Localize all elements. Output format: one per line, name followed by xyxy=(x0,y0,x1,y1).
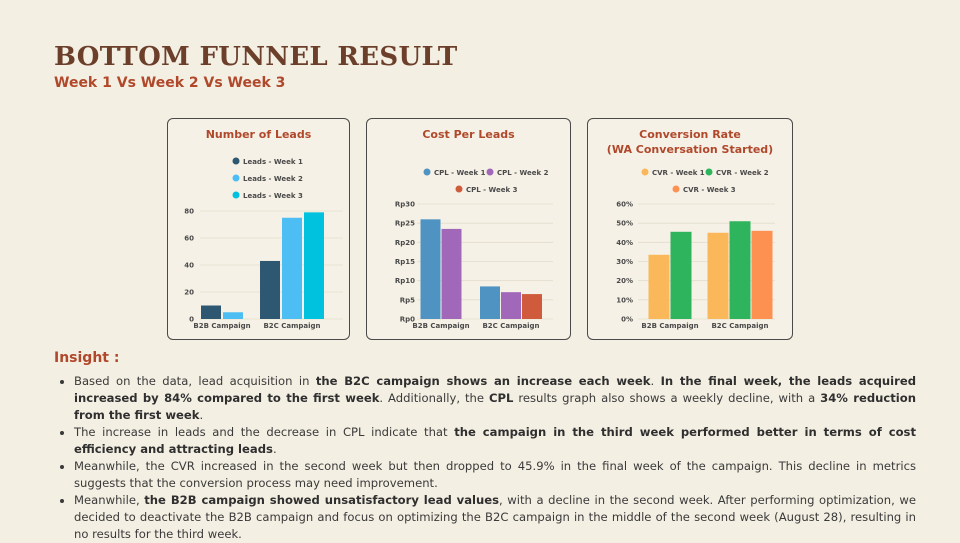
y-tick-label: Rp15 xyxy=(395,258,415,266)
legend-marker xyxy=(705,168,713,176)
bar xyxy=(670,231,692,319)
x-tick-label: B2B Campaign xyxy=(193,322,250,330)
x-tick-label: B2C Campaign xyxy=(711,322,768,330)
y-tick-label: Rp0 xyxy=(400,316,415,324)
legend-label: CVR - Week 3 xyxy=(683,186,736,194)
insight-text: The increase in leads and the decrease i… xyxy=(74,425,455,439)
insight-bold-text: the B2B campaign showed unsatisfactory l… xyxy=(144,493,500,507)
insight-text: . xyxy=(272,442,277,456)
bar xyxy=(648,254,670,319)
x-tick-label: B2C Campaign xyxy=(482,322,539,330)
insight-bold-text: 34% reduction from the first week xyxy=(74,391,916,422)
cvr-chart-card: Conversion Rate (WA Conversation Started)… xyxy=(587,118,793,340)
insight-text: . xyxy=(650,374,661,388)
y-tick-label: 40 xyxy=(184,262,194,270)
insight-text: Meanwhile, xyxy=(74,493,145,507)
leads-chart-card: Number of Leads Leads - Week 1 Leads - Wee… xyxy=(167,118,350,340)
chart-title: Conversion Rate xyxy=(639,128,741,141)
legend-marker xyxy=(641,168,649,176)
chart-title: Cost Per Leads xyxy=(422,128,515,141)
bar xyxy=(501,292,521,319)
y-tick-label: Rp5 xyxy=(400,296,415,304)
insight-heading: Insight : xyxy=(54,350,120,366)
cpl-chart-card: Cost Per Leads CPL - Week 1 CPL - Week 2 CP… xyxy=(366,118,571,340)
legend-label: Leads - Week 1 xyxy=(243,158,303,166)
bar xyxy=(201,305,221,319)
bar xyxy=(522,294,542,319)
insight-bullet: Meanwhile, the B2B campaign showed unsat… xyxy=(60,492,916,543)
insight-bullet: Based on the data, lead acquisition in t… xyxy=(60,373,917,424)
legend-label: CPL - Week 1 xyxy=(434,169,486,177)
bar xyxy=(480,286,500,319)
legend-label: CPL - Week 3 xyxy=(466,186,518,194)
cvr-chart: Conversion Rate (WA Conversation Started)… xyxy=(607,128,775,330)
insight-text: Based on the data, lead acquisition in xyxy=(74,374,316,388)
y-tick-label: 60% xyxy=(616,201,633,209)
chart-subtitle: (WA Conversation Started) xyxy=(607,143,773,156)
legend-marker xyxy=(423,168,431,176)
y-tick-label: 20% xyxy=(616,277,633,285)
insight-bold-text: the campaign in the third week performed… xyxy=(74,425,916,456)
y-tick-label: 20 xyxy=(184,289,194,297)
legend-label: CVR - Week 1 xyxy=(652,169,705,177)
legend-marker xyxy=(455,185,463,193)
legend-label: CPL - Week 2 xyxy=(497,169,549,177)
legend-marker xyxy=(486,168,494,176)
legend-label: CVR - Week 2 xyxy=(716,169,769,177)
y-tick-label: 50% xyxy=(616,220,633,228)
legend-marker xyxy=(672,185,680,193)
insight-bold-text: CPL xyxy=(489,391,514,405)
page-subtitle: Week 1 Vs Week 2 Vs Week 3 xyxy=(54,75,286,91)
x-tick-label: B2C Campaign xyxy=(263,322,320,330)
chart-title: Number of Leads xyxy=(206,128,312,141)
y-tick-label: Rp10 xyxy=(395,277,415,285)
y-tick-label: Rp25 xyxy=(395,220,415,228)
legend-label: Leads - Week 3 xyxy=(243,192,303,200)
y-tick-label: 80 xyxy=(184,208,194,216)
bar xyxy=(282,217,302,319)
insight-text: . Additionally, the xyxy=(379,391,489,405)
y-tick-label: 0% xyxy=(621,316,633,324)
insight-bold-text: In the final week, the leads acquired in… xyxy=(74,374,917,405)
legend-label: Leads - Week 2 xyxy=(243,175,303,183)
insight-text: results graph also shows a weekly declin… xyxy=(513,391,821,405)
insight-text: Meanwhile, the CVR increased in the seco… xyxy=(74,459,916,490)
insight-text: , with a decline in the second week. Aft… xyxy=(74,493,916,541)
bar xyxy=(304,212,324,319)
y-tick-label: 30% xyxy=(616,258,633,266)
bar xyxy=(260,260,280,319)
page-title: BOTTOM FUNNEL RESULT xyxy=(54,42,458,72)
legend-marker xyxy=(232,157,240,165)
bar xyxy=(729,221,751,319)
cpl-chart: Cost Per Leads CPL - Week 1 CPL - Week 2 CP… xyxy=(395,128,553,330)
insight-list: Based on the data, lead acquisition in t… xyxy=(54,373,916,543)
bar xyxy=(707,232,729,319)
insight-bold-text: the B2C campaign shows an increase each … xyxy=(315,374,651,388)
y-tick-label: 10% xyxy=(616,296,633,304)
bar xyxy=(223,312,243,319)
leads-chart: Number of Leads Leads - Week 1 Leads - Wee… xyxy=(184,128,343,330)
y-tick-label: Rp20 xyxy=(395,239,415,247)
bar xyxy=(751,230,773,319)
x-tick-label: B2B Campaign xyxy=(412,322,469,330)
y-tick-label: 60 xyxy=(184,235,194,243)
bar xyxy=(441,228,462,319)
y-tick-label: Rp30 xyxy=(395,201,415,209)
legend-marker xyxy=(232,191,240,199)
legend-marker xyxy=(232,174,240,182)
y-tick-label: 0 xyxy=(189,316,194,324)
insight-bullet: Meanwhile, the CVR increased in the seco… xyxy=(60,458,916,492)
insight-text: . xyxy=(199,408,204,422)
y-tick-label: 40% xyxy=(616,239,633,247)
bar xyxy=(420,219,441,319)
insight-bullet: The increase in leads and the decrease i… xyxy=(60,424,916,458)
x-tick-label: B2B Campaign xyxy=(641,322,698,330)
